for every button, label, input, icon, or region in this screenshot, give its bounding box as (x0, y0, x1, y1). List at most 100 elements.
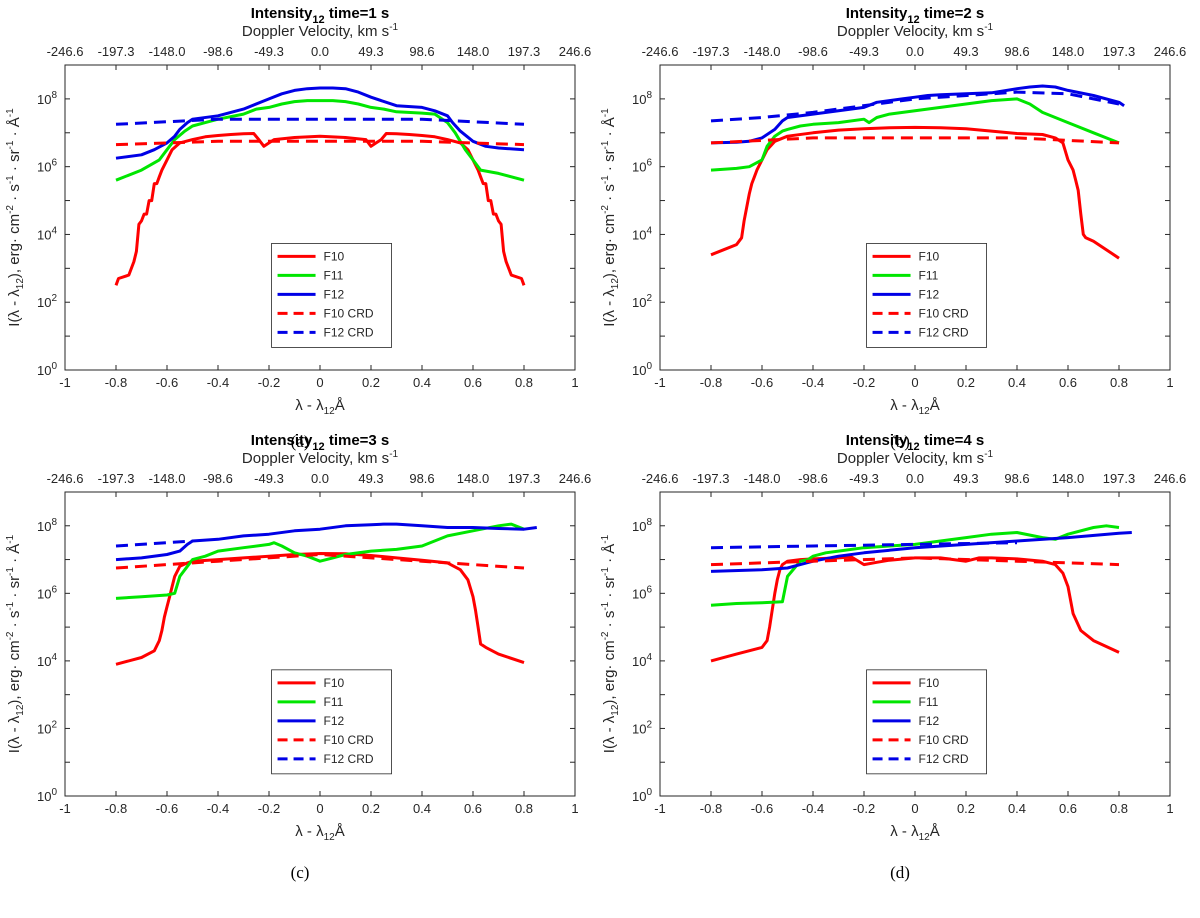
x-tick-label: -0.6 (751, 801, 773, 816)
x-tick-label: 1 (1166, 801, 1173, 816)
x-tick-label: -0.2 (853, 801, 875, 816)
x-tick-label: 0 (316, 801, 323, 816)
chart-panel-b: -1 -0.8 -0.6 -0.4 -0.2 0 0.2 0.4 0.6 0.8 1 -246.6 -1… (600, 5, 1186, 451)
series-line-f10 (710, 555, 1120, 663)
x-tick-label: -0.6 (156, 801, 178, 816)
series-line-f12-crd (710, 541, 1018, 550)
y-tick-label: 100 (37, 787, 57, 804)
y-tick-label: 108 (37, 517, 57, 534)
top-axis-label: Doppler Velocity, km s-1 (242, 449, 399, 467)
top-tick-label: 0.0 (906, 44, 924, 59)
x-tick-label: 0.6 (1059, 801, 1077, 816)
x-tick-label: 0.2 (362, 801, 380, 816)
panel-caption: (b) (890, 432, 910, 451)
panel-title: Intensity12 time=1 s (251, 5, 390, 26)
y-tick-label: 106 (37, 584, 57, 601)
top-tick-label: 246.6 (1154, 44, 1187, 59)
x-tick-label: 0.8 (515, 375, 533, 390)
top-tick-label: 49.3 (358, 471, 383, 486)
panel-title: Intensity12 time=2 s (846, 5, 985, 26)
top-tick-label: -197.3 (693, 44, 730, 59)
x-tick-label: 1 (1166, 375, 1173, 390)
top-axis-label: Doppler Velocity, km s-1 (242, 22, 399, 40)
top-tick-label: 148.0 (457, 44, 490, 59)
top-tick-label: -246.6 (642, 44, 679, 59)
top-tick-label: 246.6 (559, 471, 592, 486)
top-tick-label: -98.6 (798, 471, 828, 486)
legend-label: F12 CRD (324, 325, 374, 339)
legend-label: F12 (919, 714, 940, 728)
top-tick-label: 98.6 (1004, 44, 1029, 59)
x-tick-label: 0.4 (1008, 375, 1026, 390)
legend-label: F10 (919, 249, 940, 263)
legend-label: F10 CRD (919, 733, 969, 747)
x-axis-label: λ - λ12Å (295, 823, 344, 843)
series-line-f10-crd (710, 556, 1120, 567)
y-axis-label: I(λ - λ12), erg· cm-2 · s-1 · sr-1 · Å-1 (5, 108, 26, 327)
top-tick-label: -49.3 (254, 44, 284, 59)
x-tick-label: -1 (654, 801, 666, 816)
legend: F10 F11 F12 F10 CRD F12 CRD (271, 669, 392, 775)
series-line-f10-crd (115, 553, 525, 570)
top-tick-label: 49.3 (358, 44, 383, 59)
x-tick-label: 1 (571, 801, 578, 816)
legend-label: F12 CRD (324, 752, 374, 766)
x-tick-label: -0.2 (853, 375, 875, 390)
top-axis-label: Doppler Velocity, km s-1 (837, 22, 994, 40)
y-tick-label: 102 (37, 293, 57, 310)
y-tick-label: 106 (37, 158, 57, 175)
top-tick-label: -98.6 (798, 44, 828, 59)
series-line-f11 (115, 99, 525, 182)
top-tick-label: -49.3 (849, 44, 879, 59)
legend-label: F11 (919, 695, 939, 709)
x-tick-label: -0.4 (802, 801, 824, 816)
panel-caption: (c) (291, 863, 310, 882)
top-tick-label: -49.3 (849, 471, 879, 486)
top-tick-label: 246.6 (559, 44, 592, 59)
top-tick-label: -246.6 (642, 471, 679, 486)
x-tick-label: 0 (316, 375, 323, 390)
top-tick-label: 98.6 (409, 471, 434, 486)
series-line-f12 (115, 86, 525, 160)
panel-caption: (d) (890, 863, 910, 882)
panel-caption: (a) (291, 432, 310, 451)
chart-panel-a: -1 -0.8 -0.6 -0.4 -0.2 0 0.2 0.4 0.6 0.8 1 -246.6 -1… (5, 5, 591, 451)
series-line-f12 (710, 531, 1132, 573)
x-tick-label: 0.4 (413, 375, 431, 390)
top-tick-label: -246.6 (47, 44, 84, 59)
y-tick-label: 106 (632, 584, 652, 601)
legend-label: F10 (919, 676, 940, 690)
top-tick-label: -49.3 (254, 471, 284, 486)
y-tick-label: 104 (37, 225, 57, 242)
x-tick-label: -0.8 (105, 375, 127, 390)
series-line-f10 (710, 125, 1120, 260)
x-tick-label: -0.8 (105, 801, 127, 816)
y-tick-label: 106 (632, 158, 652, 175)
top-tick-label: -98.6 (203, 471, 233, 486)
y-axis-label: I(λ - λ12), erg· cm-2 · s-1 · sr-1 · Å-1 (600, 534, 621, 753)
top-tick-label: 0.0 (311, 471, 329, 486)
series-line-f12-crd (115, 539, 193, 548)
x-tick-label: 0.8 (1110, 375, 1128, 390)
top-tick-label: -197.3 (98, 44, 135, 59)
series-line-f10 (114, 132, 526, 286)
legend-label: F12 (919, 287, 940, 301)
top-tick-label: 148.0 (1052, 44, 1085, 59)
x-axis-label: λ - λ12Å (890, 397, 939, 417)
top-tick-label: 0.0 (311, 44, 329, 59)
y-tick-label: 100 (37, 361, 57, 378)
x-tick-label: -1 (654, 375, 666, 390)
series-line-f12 (710, 84, 1125, 145)
x-axis-label: λ - λ12Å (890, 823, 939, 843)
top-tick-label: 197.3 (1103, 471, 1136, 486)
top-tick-label: 197.3 (508, 471, 541, 486)
y-tick-label: 108 (632, 517, 652, 534)
top-tick-label: 197.3 (1103, 44, 1136, 59)
legend: F10 F11 F12 F10 CRD F12 CRD (271, 243, 392, 348)
x-axis-label: λ - λ12Å (295, 397, 344, 417)
legend-label: F10 (324, 676, 345, 690)
top-tick-label: -148.0 (149, 44, 186, 59)
x-tick-label: -0.4 (802, 375, 824, 390)
top-tick-label: 148.0 (457, 471, 490, 486)
y-tick-label: 104 (632, 225, 652, 242)
